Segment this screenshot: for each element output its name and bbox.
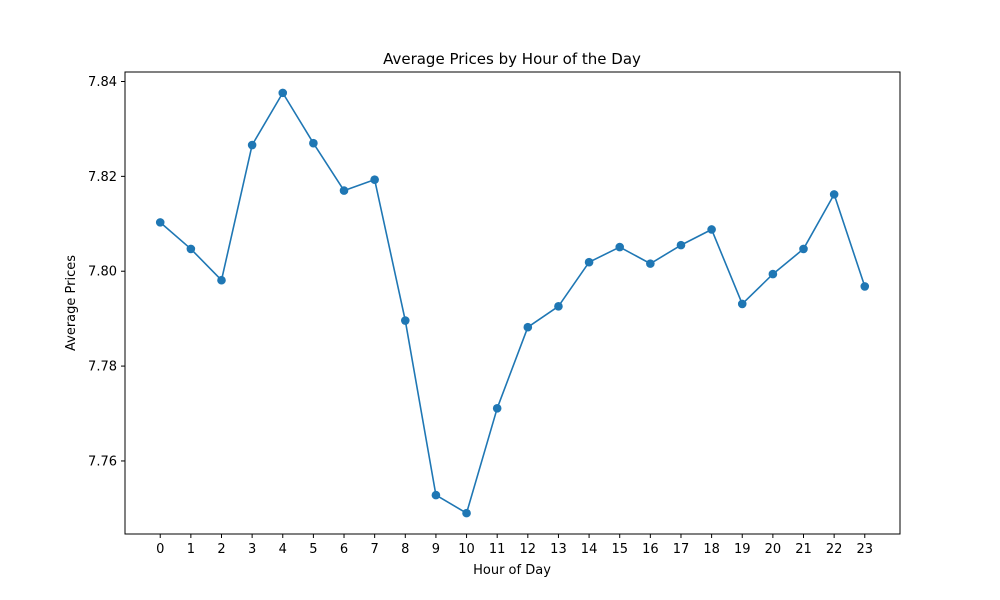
data-point	[431, 490, 441, 500]
data-point	[155, 218, 165, 227]
y-tick-label: 7.80	[88, 265, 117, 280]
x-tick-label: 10	[458, 542, 475, 557]
x-axis-label: Hour of Day	[473, 563, 551, 578]
x-tick-label: 4	[279, 542, 287, 557]
data-point	[799, 244, 808, 254]
data-point	[707, 225, 716, 234]
x-tick-label: 21	[795, 542, 812, 557]
data-point	[676, 240, 686, 250]
chart-title: Average Prices by Hour of the Day	[383, 50, 641, 68]
y-tick-label: 7.76	[88, 454, 117, 469]
x-tick-label: 6	[340, 542, 348, 557]
x-tick-label: 22	[826, 542, 843, 557]
x-tick-label: 12	[520, 542, 537, 557]
y-tick-label: 7.78	[88, 360, 117, 375]
data-point	[278, 88, 288, 98]
x-tick-label: 18	[703, 542, 720, 557]
x-tick-label: 23	[856, 542, 873, 557]
x-tick-label: 13	[550, 542, 567, 557]
x-tick-label: 0	[156, 542, 164, 557]
data-point	[829, 190, 839, 199]
y-tick-label: 7.82	[88, 170, 117, 185]
data-point	[370, 175, 379, 184]
x-tick-label: 19	[734, 542, 751, 557]
x-tick-label: 9	[432, 542, 440, 557]
data-point	[860, 282, 870, 291]
x-tick-label: 17	[673, 542, 690, 557]
data-point	[768, 269, 778, 279]
data-point	[462, 508, 471, 518]
y-axis-label: Average Prices	[64, 255, 79, 351]
data-point	[400, 316, 410, 325]
x-tick-label: 2	[217, 542, 225, 557]
series-line	[159, 92, 866, 514]
data-point	[186, 244, 196, 254]
x-tick-label: 7	[371, 542, 379, 557]
x-tick-label: 1	[187, 542, 195, 557]
data-point	[737, 299, 747, 309]
y-tick-label: 7.84	[88, 75, 117, 90]
x-tick-label: 3	[248, 542, 256, 557]
x-tick-label: 16	[642, 542, 659, 557]
data-point	[554, 302, 563, 311]
data-point	[646, 259, 655, 268]
data-point	[615, 242, 625, 252]
x-tick-label: 20	[765, 542, 782, 557]
x-tick-label: 15	[611, 542, 628, 557]
data-point	[523, 322, 533, 332]
data-point	[247, 140, 257, 150]
x-tick-label: 5	[309, 542, 317, 557]
data-point	[584, 257, 594, 267]
x-tick-label: 8	[401, 542, 409, 557]
x-tick-label: 14	[581, 542, 598, 557]
x-tick-label: 11	[489, 542, 506, 557]
data-point	[217, 275, 226, 285]
data-point	[309, 138, 318, 148]
data-point	[339, 186, 349, 195]
data-point	[492, 404, 502, 413]
plot-area: 0 1 2 3 4 5 6 7 8 9 10 11 12 13 14 15 16 17 18 19 20 21 22 237.…	[88, 75, 873, 557]
plot-frame	[124, 71, 901, 535]
